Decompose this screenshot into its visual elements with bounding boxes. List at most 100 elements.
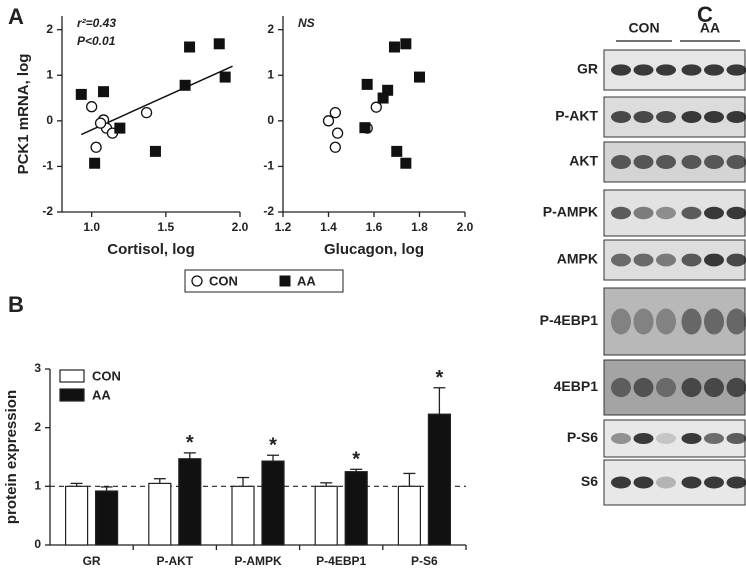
point bbox=[329, 106, 341, 119]
blot-band bbox=[633, 206, 654, 220]
legend-swatch bbox=[59, 369, 85, 383]
blot-band bbox=[611, 155, 631, 169]
x-tick-label: P-AKT bbox=[156, 554, 193, 568]
blot-band bbox=[681, 206, 702, 220]
blot-band bbox=[656, 155, 676, 169]
blot-row-label: S6 bbox=[581, 473, 598, 489]
legend-label: CON bbox=[209, 273, 238, 288]
annotation: r²=0.43 bbox=[77, 16, 116, 30]
blot-band bbox=[611, 476, 631, 489]
significance-mark: * bbox=[186, 432, 194, 454]
x-tick-label: GR bbox=[83, 554, 101, 568]
panel-label: B bbox=[8, 292, 24, 317]
point bbox=[400, 157, 412, 169]
blot-band bbox=[656, 476, 676, 489]
y-tick-label: -1 bbox=[263, 159, 274, 173]
blot-band bbox=[704, 476, 724, 489]
x-tick-label: 2.0 bbox=[457, 220, 474, 234]
blot-band bbox=[656, 111, 676, 123]
blot-band bbox=[681, 111, 702, 123]
point bbox=[322, 115, 335, 127]
bar bbox=[148, 482, 172, 546]
blot-row-label: P-4EBP1 bbox=[540, 312, 599, 328]
blot-band bbox=[704, 64, 724, 76]
blot-band bbox=[611, 206, 631, 220]
legend-marker bbox=[279, 275, 291, 287]
blot-band bbox=[681, 64, 702, 76]
blot-band bbox=[681, 377, 702, 398]
blot-band bbox=[633, 111, 654, 123]
blot-band bbox=[611, 253, 631, 267]
point bbox=[391, 145, 403, 157]
blot-band bbox=[611, 377, 631, 398]
blot-band bbox=[726, 64, 746, 76]
significance-mark: * bbox=[436, 367, 444, 389]
y-tick-label: 0 bbox=[34, 537, 41, 551]
blot-band bbox=[726, 111, 746, 123]
blot-band bbox=[633, 64, 654, 76]
blot-band bbox=[633, 433, 654, 444]
bar bbox=[427, 413, 451, 546]
point bbox=[359, 122, 371, 134]
blot-band bbox=[726, 155, 746, 169]
blot-band bbox=[611, 433, 631, 444]
blot-band bbox=[611, 64, 631, 76]
blot-band bbox=[656, 253, 676, 267]
y-tick-label: 1 bbox=[34, 479, 41, 493]
point bbox=[370, 101, 382, 113]
blot-band bbox=[611, 111, 631, 123]
point bbox=[219, 71, 231, 83]
x-tick-label: 2.0 bbox=[232, 220, 249, 234]
blot-band bbox=[633, 377, 654, 398]
blot-group-label: AA bbox=[700, 20, 720, 36]
y-tick-label: -1 bbox=[42, 159, 53, 173]
legend-marker bbox=[191, 275, 203, 287]
significance-mark: * bbox=[269, 435, 277, 457]
blot-band bbox=[656, 206, 676, 220]
blot-band bbox=[704, 308, 724, 335]
blot-band bbox=[656, 377, 676, 398]
y-tick-label: 2 bbox=[34, 420, 41, 434]
point bbox=[329, 141, 341, 153]
point bbox=[213, 38, 225, 50]
point bbox=[98, 86, 110, 98]
point bbox=[414, 71, 425, 83]
blot-band bbox=[681, 476, 702, 489]
blot-band bbox=[656, 308, 676, 335]
y-tick-label: 3 bbox=[34, 361, 41, 375]
blot-band bbox=[726, 206, 746, 220]
blot-row-label: GR bbox=[577, 61, 598, 77]
x-axis-label: Glucagon, log bbox=[324, 241, 424, 258]
x-tick-label: P-4EBP1 bbox=[316, 554, 366, 568]
y-axis-label: PCK1 mRNA, log bbox=[15, 54, 32, 175]
panel-label: C bbox=[697, 2, 713, 27]
x-tick-label: 1.5 bbox=[157, 220, 174, 234]
blot-band bbox=[726, 308, 746, 335]
blot-band bbox=[681, 155, 702, 169]
blot-band bbox=[726, 476, 746, 489]
blot-band bbox=[633, 308, 654, 335]
point bbox=[140, 106, 153, 119]
blot-band bbox=[704, 253, 724, 267]
blot-band bbox=[726, 433, 746, 444]
point bbox=[114, 122, 126, 134]
x-tick-label: 1.0 bbox=[83, 220, 100, 234]
blot-band bbox=[704, 433, 724, 444]
blot-row-label: P-AMPK bbox=[543, 204, 598, 220]
blot-band bbox=[726, 377, 746, 398]
blot-band bbox=[633, 476, 654, 489]
blot-row-label: P-AKT bbox=[555, 108, 598, 124]
point bbox=[75, 88, 87, 100]
blot-band bbox=[681, 433, 702, 444]
y-tick-label: -2 bbox=[263, 204, 274, 218]
blot-row-label: AKT bbox=[569, 153, 598, 169]
legend-label: AA bbox=[92, 387, 111, 402]
legend-label: CON bbox=[92, 368, 121, 383]
y-tick-label: 2 bbox=[267, 22, 274, 36]
y-tick-label: -2 bbox=[42, 204, 53, 218]
blot-band bbox=[681, 253, 702, 267]
x-tick-label: P-AMPK bbox=[234, 554, 282, 568]
bar bbox=[261, 460, 285, 546]
point bbox=[388, 41, 400, 53]
